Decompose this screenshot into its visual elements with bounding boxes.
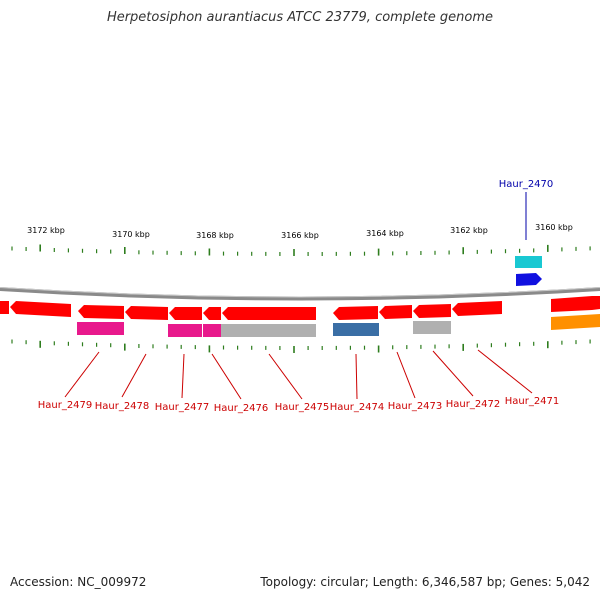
scale-label: 3164 kbp: [366, 229, 404, 238]
cds-arrow-haur-2478[interactable]: [78, 305, 124, 319]
gene-label-haur-2472[interactable]: Haur_2472: [446, 399, 501, 410]
feature-track: [77, 321, 451, 337]
cyan-feature[interactable]: [515, 256, 542, 268]
outer-tick-marks: [11, 244, 591, 256]
scale-label: 3166 kbp: [281, 231, 319, 240]
gene-label-haur-2475[interactable]: Haur_2475: [275, 402, 330, 413]
blue-cds-arrow-haur-2470[interactable]: [516, 273, 542, 286]
cds-arrow-haur-2478b[interactable]: [125, 306, 168, 320]
gene-labels: Haur_2479 Haur_2478 Haur_2477 Haur_2476 …: [38, 179, 560, 414]
cds-track-forward: [551, 296, 600, 330]
map-title: Herpetosiphon aurantiacus ATCC 23779, co…: [106, 10, 494, 25]
cds-arrow-haur-2474[interactable]: [333, 306, 378, 320]
pink-feature[interactable]: [203, 324, 221, 337]
label-leader-lines: [64, 192, 533, 400]
cds-track-reverse: [0, 301, 502, 320]
gene-label-haur-2477[interactable]: Haur_2477: [155, 402, 210, 413]
cds-arrow-haur-2476[interactable]: [203, 307, 221, 320]
gray-feature[interactable]: [221, 324, 316, 337]
gene-label-haur-2470[interactable]: Haur_2470: [499, 179, 554, 190]
gene-label-haur-2471[interactable]: Haur_2471: [505, 396, 560, 407]
steelblue-feature[interactable]: [333, 323, 379, 336]
scale-label: 3162 kbp: [450, 226, 488, 235]
cds-arrow-haur-2471-b[interactable]: [551, 296, 600, 312]
cds-arrow-haur-2475[interactable]: [222, 307, 316, 320]
genome-stats-label: Topology: circular; Length: 6,346,587 bp…: [260, 575, 590, 589]
cds-arrow-haur-2479[interactable]: [10, 301, 71, 317]
gene-label-haur-2479[interactable]: Haur_2479: [38, 400, 93, 411]
gene-label-haur-2474[interactable]: Haur_2474: [330, 402, 385, 413]
pink-feature[interactable]: [168, 324, 202, 337]
scale-label: 3170 kbp: [112, 230, 150, 239]
pink-feature[interactable]: [77, 322, 124, 335]
cds-arrow-haur-2472[interactable]: [413, 304, 451, 318]
cds-arrow-left-edge[interactable]: [0, 301, 9, 314]
scale-label: 3160 kbp: [535, 223, 573, 232]
cds-arrow-haur-2477[interactable]: [169, 307, 202, 320]
genome-backbone: [0, 287, 600, 301]
gene-label-haur-2473[interactable]: Haur_2473: [388, 401, 443, 412]
scale-label: 3168 kbp: [196, 231, 234, 240]
inner-tick-marks: [11, 339, 591, 353]
cds-arrow-haur-2473[interactable]: [379, 305, 412, 319]
gene-label-haur-2476[interactable]: Haur_2476: [214, 403, 269, 414]
scale-labels: 3172 kbp 3170 kbp 3168 kbp 3166 kbp 3164…: [27, 223, 573, 240]
scale-label: 3172 kbp: [27, 226, 65, 235]
gray-feature[interactable]: [413, 321, 451, 334]
accession-label: Accession: NC_009972: [10, 575, 147, 589]
orange-feature[interactable]: [551, 314, 600, 330]
gene-label-haur-2478[interactable]: Haur_2478: [95, 401, 150, 412]
cds-arrow-haur-2471[interactable]: [452, 301, 502, 316]
